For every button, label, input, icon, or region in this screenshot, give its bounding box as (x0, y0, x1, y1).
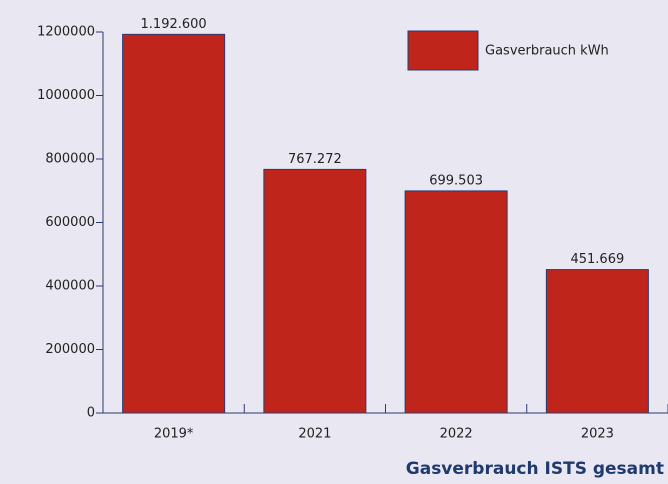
x-tick-label: 2019* (154, 427, 194, 442)
data-label: 451.669 (570, 252, 624, 267)
x-tick-label: 2021 (298, 427, 331, 442)
bar (263, 168, 367, 414)
y-tick-label: 400000 (45, 279, 95, 294)
data-label: 767.272 (288, 152, 342, 167)
legend-label: Gasverbrauch kWh (485, 44, 609, 59)
y-tick-label: 600000 (45, 215, 95, 230)
y-tick-label: 0 (87, 406, 95, 421)
bar (404, 190, 508, 414)
chart-title: Gasverbrauch ISTS gesamt (406, 459, 664, 479)
y-tick-label: 1000000 (37, 88, 95, 103)
y-tick-label: 200000 (45, 342, 95, 357)
legend-swatch (407, 30, 479, 71)
data-label: 1.192.600 (141, 17, 207, 32)
y-tick-label: 800000 (45, 152, 95, 167)
bar (122, 33, 226, 414)
y-tick-label: 1200000 (37, 25, 95, 40)
x-tick-label: 2023 (581, 427, 614, 442)
x-tick-label: 2022 (440, 427, 473, 442)
bar (545, 269, 649, 414)
data-label: 699.503 (429, 173, 483, 188)
